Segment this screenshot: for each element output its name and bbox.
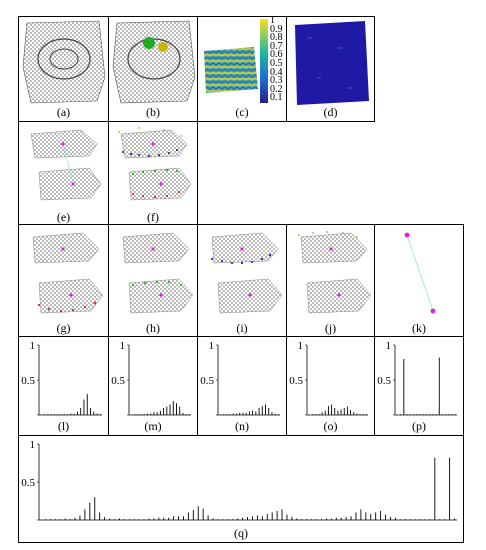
- bar-chart-m: 10.5: [111, 340, 191, 416]
- panel-d: (d): [286, 16, 375, 122]
- y-tick-label: 1: [209, 340, 215, 352]
- y-tick-label: 1: [30, 439, 36, 451]
- label-p: (p): [412, 419, 426, 433]
- y-tick-label: 1: [30, 340, 36, 352]
- y-tick-label: 0.5: [21, 375, 35, 387]
- label-c: (c): [235, 105, 249, 119]
- panel-j: (j): [286, 224, 375, 337]
- colorbar: [260, 19, 268, 103]
- panel-a: (a): [18, 16, 109, 122]
- centroid-link-k: [404, 232, 436, 314]
- yellow-sphere-icon: [158, 42, 168, 52]
- panel-l: 1 0.5 (l): [18, 336, 109, 436]
- y-tick-label: 1: [298, 340, 304, 352]
- blue-map-d: [295, 21, 369, 105]
- colorbar-ticks: 1 0.9 0.8 0.7 0.6 0.5 0.4 0.3 0.2 0.1: [270, 15, 283, 104]
- bar-chart-p: 10.5: [377, 340, 457, 416]
- label-m: (m): [144, 419, 162, 433]
- label-g: (g): [56, 321, 71, 335]
- label-e: (e): [56, 210, 71, 224]
- point-cloud-i: [210, 232, 283, 314]
- label-n: (n): [235, 419, 249, 433]
- panel-b: (b): [108, 16, 198, 122]
- label-o: (o): [323, 419, 338, 433]
- panel-i: (i): [197, 224, 287, 337]
- point-cloud-j: [298, 231, 372, 314]
- point-cloud-g: [32, 232, 104, 314]
- y-tick-label: 0.5: [289, 375, 303, 387]
- panel-c: 1 0.9 0.8 0.7 0.6 0.5 0.4 0.3 0.2 0.1 (c): [197, 16, 287, 122]
- label-q: (q): [234, 526, 248, 540]
- label-l: (l): [57, 419, 70, 433]
- bar-chart-l: 10.5: [21, 340, 102, 416]
- color-mapped-surface-c: [204, 19, 268, 103]
- panel-m: 1 0.5 (m): [108, 336, 198, 436]
- bar-chart-q: 10.5: [21, 439, 457, 521]
- panel-f: (f): [108, 121, 198, 225]
- label-h: (h): [146, 321, 160, 335]
- label-j: (j): [324, 321, 337, 335]
- y-tick-label: 1: [386, 340, 392, 352]
- panel-o: 1 0.5 (o): [286, 336, 375, 436]
- label-a: (a): [56, 105, 71, 119]
- panel-g: (g): [18, 224, 109, 337]
- label-f: (f): [147, 210, 159, 224]
- panel-n: 1 0.5 (n): [197, 336, 287, 436]
- y-tick-label: 0.5: [377, 375, 391, 387]
- point-cloud-e: [30, 129, 102, 201]
- point-cloud-f: [118, 127, 192, 201]
- panel-q: 1 0.5 (q): [18, 435, 464, 543]
- y-tick-label: 0.5: [21, 477, 35, 489]
- surface-mesh-a: [22, 20, 106, 104]
- label-k: (k): [412, 321, 426, 335]
- panel-h: (h): [108, 224, 198, 337]
- y-tick-label: 0.5: [200, 375, 214, 387]
- bar-chart-o: 10.5: [289, 340, 368, 416]
- bar-chart-n: 10.5: [200, 340, 280, 416]
- label-i: (i): [236, 321, 248, 335]
- panel-e: (e): [18, 121, 109, 225]
- y-tick-label: 1: [120, 340, 126, 352]
- panel-p: 1 0.5 (p): [374, 336, 464, 436]
- label-d: (d): [323, 105, 338, 119]
- surface-mesh-b: [112, 20, 196, 104]
- panel-k: (k): [374, 224, 464, 337]
- point-cloud-h: [122, 232, 194, 314]
- green-sphere-icon: [143, 37, 155, 49]
- y-tick-label: 0.5: [111, 375, 125, 387]
- label-b: (b): [146, 105, 160, 119]
